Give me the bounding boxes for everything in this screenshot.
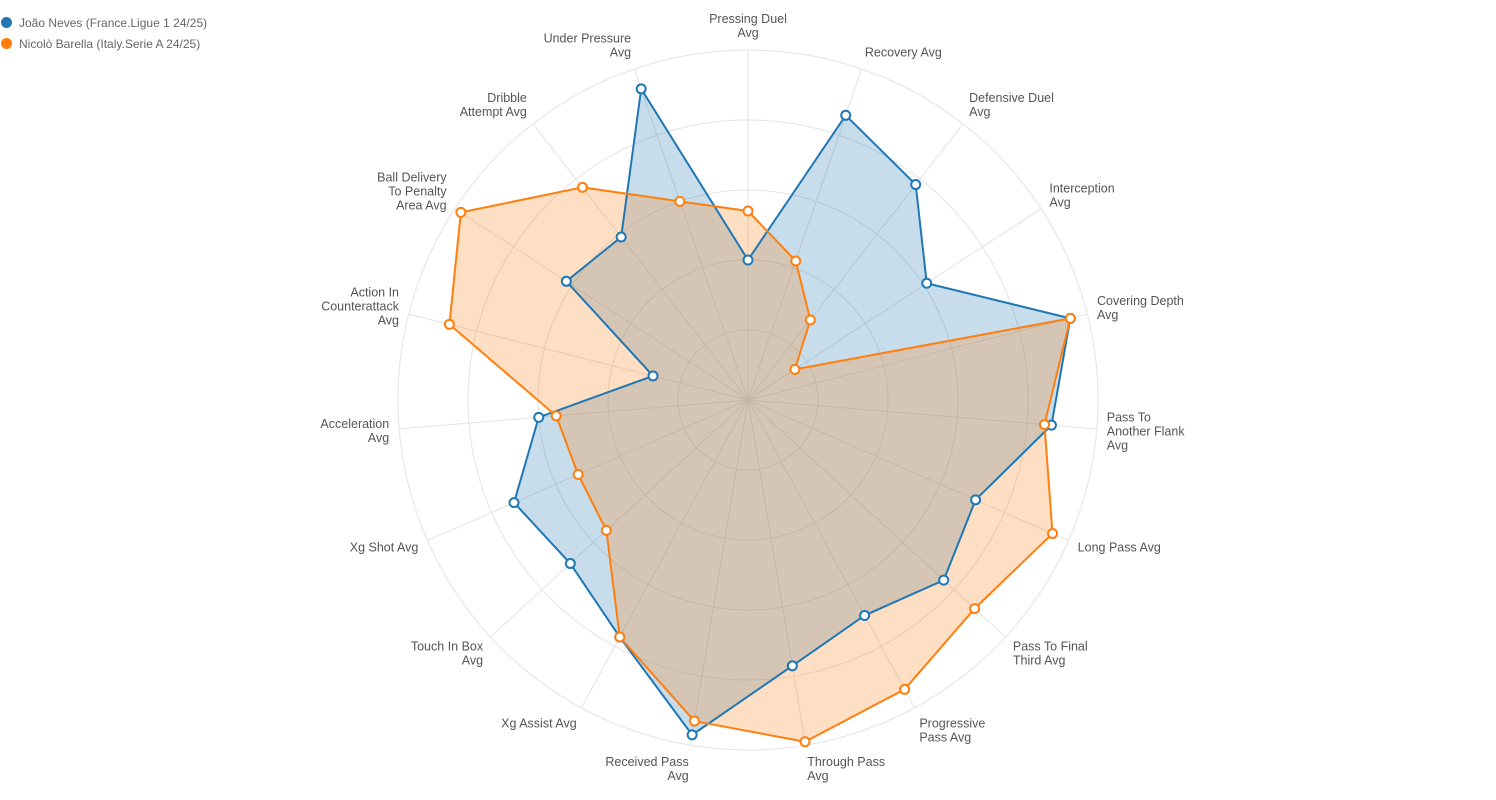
axis-label-12: Touch In Box Avg (411, 639, 484, 667)
axis-label-17: Dribble Attempt Avg (460, 91, 527, 119)
grid-spoke-8 (747, 399, 916, 709)
series-1-point-8[interactable] (899, 683, 911, 695)
grid-spoke-11 (580, 399, 749, 709)
series-0-point-9[interactable] (786, 660, 798, 672)
series-1-point-9[interactable] (799, 736, 811, 748)
series-1-point-7[interactable] (969, 603, 981, 615)
axis-label-1: Recovery Avg (865, 46, 942, 60)
legend-marker-joao-neves (1, 17, 12, 28)
series-1-point-4[interactable] (1064, 312, 1076, 324)
axis-label-11: Xg Assist Avg (501, 717, 577, 731)
axis-label-6: Long Pass Avg (1078, 540, 1161, 554)
legend-item-nicolo-barella[interactable]: Nicolò Barella (Italy.Serie A 24/25) (1, 33, 207, 54)
series-1-point-11[interactable] (614, 631, 626, 643)
axis-label-2: Defensive Duel Avg (969, 91, 1054, 119)
series-0-point-17[interactable] (615, 231, 627, 243)
series-1-point-2[interactable] (804, 314, 816, 326)
series-1-point-12[interactable] (600, 524, 612, 536)
series-1-point-6[interactable] (1046, 528, 1058, 540)
grid-spoke-9 (747, 399, 807, 746)
series-0-point-18[interactable] (635, 83, 647, 95)
grid-spoke-1 (747, 68, 863, 401)
axis-labels: Pressing Duel Avg Recovery Avg Defensive Du… (320, 12, 1185, 783)
grid-spoke-10 (689, 399, 749, 746)
grid-spoke-15 (408, 313, 749, 401)
series-1-point-0[interactable] (742, 205, 754, 217)
series-1-point-14[interactable] (550, 410, 562, 422)
axis-label-18: Under Pressure Avg (544, 32, 632, 60)
grid-spoke-4 (747, 313, 1088, 401)
series-1-point-17[interactable] (576, 181, 588, 193)
series-0-point-0[interactable] (742, 254, 754, 266)
axis-label-3: Interception Avg (1049, 181, 1114, 209)
series-0-point-3[interactable] (921, 277, 933, 289)
series-1-point-10[interactable] (688, 715, 700, 727)
series-0-point-14[interactable] (533, 411, 545, 423)
series-0-point-8[interactable] (859, 609, 871, 621)
axis-label-8: Progressive Pass Avg (919, 717, 985, 745)
grid-spoke-18 (633, 68, 749, 401)
grid-spoke-14 (399, 399, 749, 430)
legend-label-nicolo-barella: Nicolò Barella (Italy.Serie A 24/25) (19, 36, 201, 51)
legend-marker-nicolo-barella (1, 38, 12, 49)
series-0-point-10[interactable] (686, 729, 698, 741)
series-area-1 (449, 187, 1071, 742)
legend-label-joao-neves: João Neves (France.Ligue 1 24/25) (19, 15, 208, 30)
series-0-point-6[interactable] (970, 494, 982, 506)
series-area-0 (514, 88, 1071, 735)
series-0-point-13[interactable] (508, 497, 520, 509)
radar-series (443, 83, 1076, 748)
series-line-1 (448, 186, 1072, 743)
series-1-point-16[interactable] (455, 206, 467, 218)
legend: João Neves (France.Ligue 1 24/25) Nicolò… (1, 12, 207, 54)
grid-spoke-13 (427, 399, 749, 542)
axis-label-4: Covering Depth Avg (1097, 294, 1184, 322)
grid-spoke-12 (490, 399, 749, 638)
series-1-point-5[interactable] (1038, 419, 1050, 431)
series-1-point-15[interactable] (443, 318, 455, 330)
series-1-point-1[interactable] (790, 255, 802, 267)
axis-label-13: Xg Shot Avg (350, 540, 419, 554)
axis-label-7: Pass To Final Third Avg (1013, 639, 1088, 667)
axis-label-9: Through Pass Avg (807, 755, 885, 783)
grid-spoke-7 (747, 399, 1006, 638)
series-0-point-2[interactable] (910, 179, 922, 191)
axis-label-16: Ball Delivery To Penalty Area Avg (377, 171, 447, 213)
series-line-0 (513, 87, 1072, 736)
series-1-point-18[interactable] (674, 195, 686, 207)
series-1-point-3[interactable] (789, 363, 801, 375)
grid-spoke-6 (747, 399, 1069, 542)
series-0-point-15[interactable] (647, 370, 659, 382)
series-0-point-12[interactable] (564, 558, 576, 570)
series-1-point-13[interactable] (572, 469, 584, 481)
series-0-point-16[interactable] (560, 275, 572, 287)
axis-label-14: Acceleration Avg (320, 417, 389, 445)
axis-label-15: Action In Counterattack Avg (321, 285, 400, 327)
axis-label-10: Received Pass Avg (605, 755, 688, 783)
grid-spoke-17 (532, 123, 749, 401)
grid-spoke-2 (747, 123, 964, 401)
series-0-point-1[interactable] (840, 109, 852, 121)
axis-label-5: Pass To Another Flank Avg (1107, 410, 1186, 452)
axis-label-0: Pressing Duel Avg (709, 12, 787, 40)
legend-item-joao-neves[interactable]: João Neves (France.Ligue 1 24/25) (1, 12, 207, 33)
series-0-point-7[interactable] (938, 574, 950, 586)
grid-spoke-16 (454, 208, 749, 401)
grid-spoke-5 (747, 399, 1097, 430)
